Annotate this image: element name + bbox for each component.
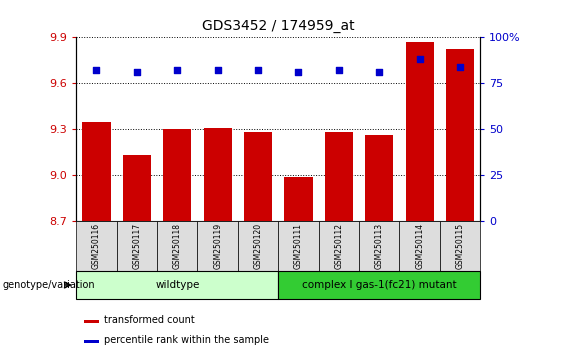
Text: GSM250120: GSM250120: [254, 223, 263, 269]
Point: [132, 69, 141, 75]
Bar: [319, 221, 359, 271]
Bar: [203, 128, 232, 221]
Point: [334, 68, 344, 73]
Text: GSM250116: GSM250116: [92, 223, 101, 269]
Bar: [399, 221, 440, 271]
Text: GSM250115: GSM250115: [455, 223, 464, 269]
Point: [455, 64, 464, 69]
Bar: [76, 221, 117, 271]
Text: GSM250117: GSM250117: [132, 223, 141, 269]
Bar: [163, 129, 192, 221]
Bar: [325, 132, 353, 221]
Text: GSM250112: GSM250112: [334, 223, 344, 269]
Bar: [359, 221, 399, 271]
Bar: [284, 177, 312, 221]
Bar: [123, 155, 151, 221]
Bar: [279, 271, 480, 299]
Bar: [157, 221, 198, 271]
Bar: [446, 50, 474, 221]
Bar: [365, 135, 393, 221]
Text: wildtype: wildtype: [155, 280, 199, 290]
Point: [173, 68, 182, 73]
Text: GSM250118: GSM250118: [173, 223, 182, 269]
Bar: [440, 221, 480, 271]
Bar: [84, 339, 99, 343]
Bar: [76, 271, 279, 299]
Text: GSM250114: GSM250114: [415, 223, 424, 269]
Bar: [406, 42, 434, 221]
Point: [415, 56, 424, 62]
Text: transformed count: transformed count: [104, 315, 195, 325]
Point: [294, 69, 303, 75]
Bar: [198, 221, 238, 271]
Bar: [238, 221, 279, 271]
Bar: [82, 121, 111, 221]
Point: [375, 69, 384, 75]
Point: [254, 68, 263, 73]
Bar: [279, 221, 319, 271]
Title: GDS3452 / 174959_at: GDS3452 / 174959_at: [202, 19, 355, 33]
Text: GSM250119: GSM250119: [213, 223, 222, 269]
Point: [92, 68, 101, 73]
Text: genotype/variation: genotype/variation: [3, 280, 95, 290]
Text: GSM250111: GSM250111: [294, 223, 303, 269]
Text: percentile rank within the sample: percentile rank within the sample: [104, 335, 269, 345]
Bar: [84, 320, 99, 323]
Bar: [244, 132, 272, 221]
Text: GSM250113: GSM250113: [375, 223, 384, 269]
Text: complex I gas-1(fc21) mutant: complex I gas-1(fc21) mutant: [302, 280, 457, 290]
Bar: [117, 221, 157, 271]
Point: [213, 68, 222, 73]
